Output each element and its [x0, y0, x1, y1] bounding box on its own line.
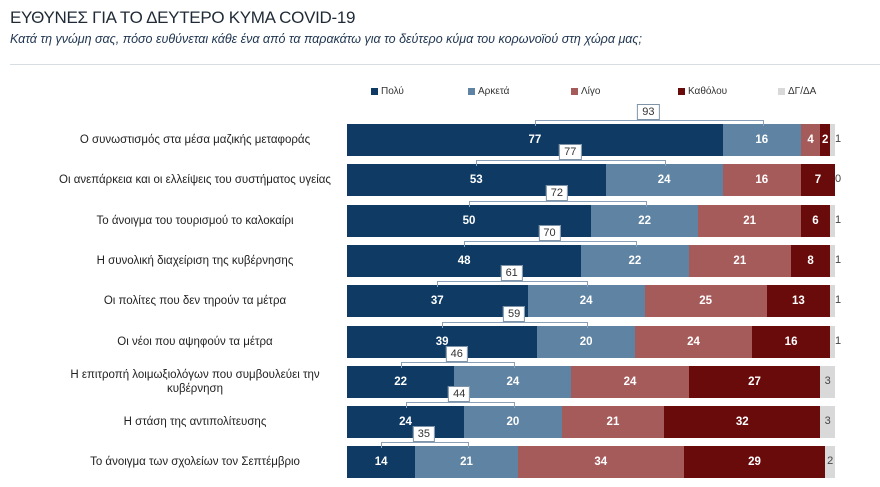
legend-label: Λίγο — [581, 86, 601, 97]
bar-segment: 14 — [347, 446, 416, 479]
bar-segment: 39 — [347, 325, 538, 358]
bar-segment: 25 — [644, 285, 767, 318]
legend-item: ΔΓ/ΔΑ — [778, 86, 816, 97]
divider — [10, 64, 880, 65]
bar-segment — [830, 325, 835, 358]
bar-segment: 7 — [800, 164, 835, 197]
dk-na-value: 1 — [835, 253, 842, 266]
bar-segment: 24 — [571, 365, 689, 398]
total-label: 35 — [412, 426, 435, 443]
bar-segment: 37 — [347, 285, 528, 318]
total-label: 93 — [637, 104, 660, 120]
bar-segment — [830, 204, 835, 237]
dk-na-value: 3 — [824, 415, 831, 428]
bar-segment: 21 — [415, 446, 518, 479]
legend-label: Πολύ — [381, 86, 404, 97]
dk-na-value: 1 — [835, 213, 842, 226]
total-bracket — [405, 402, 515, 409]
category-label: Η επιτροπή λοιμωξιολόγων που συμβουλεύει… — [70, 368, 320, 395]
bar-segment: 16 — [722, 124, 801, 156]
total-bracket — [476, 160, 667, 167]
bar-segment: 6 — [800, 204, 831, 237]
total-label: 70 — [538, 224, 561, 241]
bar-segment: 32 — [664, 406, 821, 439]
legend-label: ΔΓ/ΔΑ — [788, 86, 817, 97]
chart-subtitle: Κατά τη γνώμη σας, πόσο ευθύνεται κάθε έ… — [10, 32, 642, 46]
total-label: 59 — [503, 305, 526, 322]
bar-segment: 8 — [791, 244, 831, 277]
bar-segment: 48 — [347, 244, 582, 277]
bar-segment: 16 — [752, 325, 831, 358]
bar-segment: 2 — [820, 124, 831, 156]
bar-segment — [820, 365, 835, 398]
legend-item: Καθόλου — [678, 86, 727, 97]
total-bracket — [469, 200, 647, 207]
dk-na-value: 2 — [827, 455, 834, 468]
dk-na-value: 1 — [835, 334, 842, 347]
bar-segment — [830, 124, 835, 156]
bar-segment: 13 — [766, 285, 831, 318]
category-label: Οι πολίτες που δεν τηρούν τα μέτρα — [103, 295, 287, 308]
legend-swatch — [371, 88, 378, 95]
bar-segment: 16 — [722, 164, 801, 197]
legend-label: Καθόλου — [688, 86, 728, 97]
legend-swatch — [678, 88, 685, 95]
bar-segment: 4 — [800, 124, 821, 156]
legend-item: Λίγο — [571, 86, 600, 97]
dk-na-value: 1 — [835, 294, 842, 307]
bar-segment: 27 — [688, 365, 821, 398]
bar-segment: 20 — [537, 325, 635, 358]
total-bracket — [534, 120, 764, 126]
category-label: Ο συνωστισμός στα μέσα μαζικής μεταφοράς — [79, 134, 311, 146]
total-label: 77 — [559, 144, 582, 161]
bar-segment: 24 — [454, 365, 572, 398]
bar-segment: 24 — [634, 325, 753, 358]
total-bracket — [442, 321, 589, 328]
dk-na-value: 0 — [835, 173, 842, 186]
total-bracket — [381, 442, 469, 449]
total-label: 72 — [545, 184, 568, 201]
bar-segment — [825, 446, 835, 479]
bar-segment: 24 — [347, 406, 465, 439]
category-label: Οι ανεπάρκεια και οι ελλείψεις του συστή… — [59, 174, 331, 187]
total-bracket — [464, 240, 637, 247]
bar-segment — [830, 285, 835, 318]
total-label: 61 — [500, 265, 523, 282]
chart-title: ΕΥΘΥΝΕΣ ΓΙΑ ΤΟ ΔΕΥΤΕΡΟ ΚΥΜΑ COVID-19 — [10, 8, 356, 27]
bar-segment: 34 — [517, 446, 684, 479]
legend-swatch — [778, 88, 785, 95]
dk-na-value: 3 — [824, 374, 831, 387]
category-label: Το άνοιγμα του τουρισμού το καλοκαίρι — [96, 214, 294, 227]
category-label: Το άνοιγμα των σχολείων τον Σεπτέμβριο — [90, 456, 300, 469]
dk-na-value: 1 — [835, 133, 842, 145]
category-label: Η στάση της αντιπολίτευσης — [123, 416, 267, 429]
legend-item: Πολύ — [371, 86, 404, 97]
legend: Πολύ Αρκετά Λίγο Καθόλου ΔΓ/ΔΑ — [0, 86, 880, 102]
bar-segment: 22 — [581, 244, 689, 277]
legend-item: Αρκετά — [468, 86, 509, 97]
bar-segment: 22 — [347, 365, 455, 398]
total-label: 46 — [445, 345, 468, 362]
bar-segment — [830, 244, 835, 277]
bar-segment: 21 — [561, 406, 665, 439]
bar-segment: 20 — [464, 406, 562, 439]
legend-label: Αρκετά — [478, 86, 510, 97]
bar-segment: 29 — [683, 446, 826, 479]
category-label: Η συνολική διαχείριση της κυβέρνησης — [96, 254, 294, 267]
legend-swatch — [468, 88, 475, 95]
bar-segment — [820, 406, 835, 439]
category-label: Οι νέοι που αψηφούν τα μέτρα — [117, 335, 273, 348]
total-bracket — [400, 361, 515, 368]
bar-segment: 22 — [591, 204, 699, 237]
total-label: 44 — [448, 386, 471, 403]
bar-segment: 24 — [527, 285, 645, 318]
bar-segment: 77 — [347, 124, 723, 156]
legend-swatch — [571, 88, 578, 95]
bar-segment: 21 — [698, 204, 801, 237]
total-bracket — [437, 281, 589, 288]
bar-segment: 21 — [688, 244, 792, 277]
bar-segment: 24 — [605, 164, 723, 197]
